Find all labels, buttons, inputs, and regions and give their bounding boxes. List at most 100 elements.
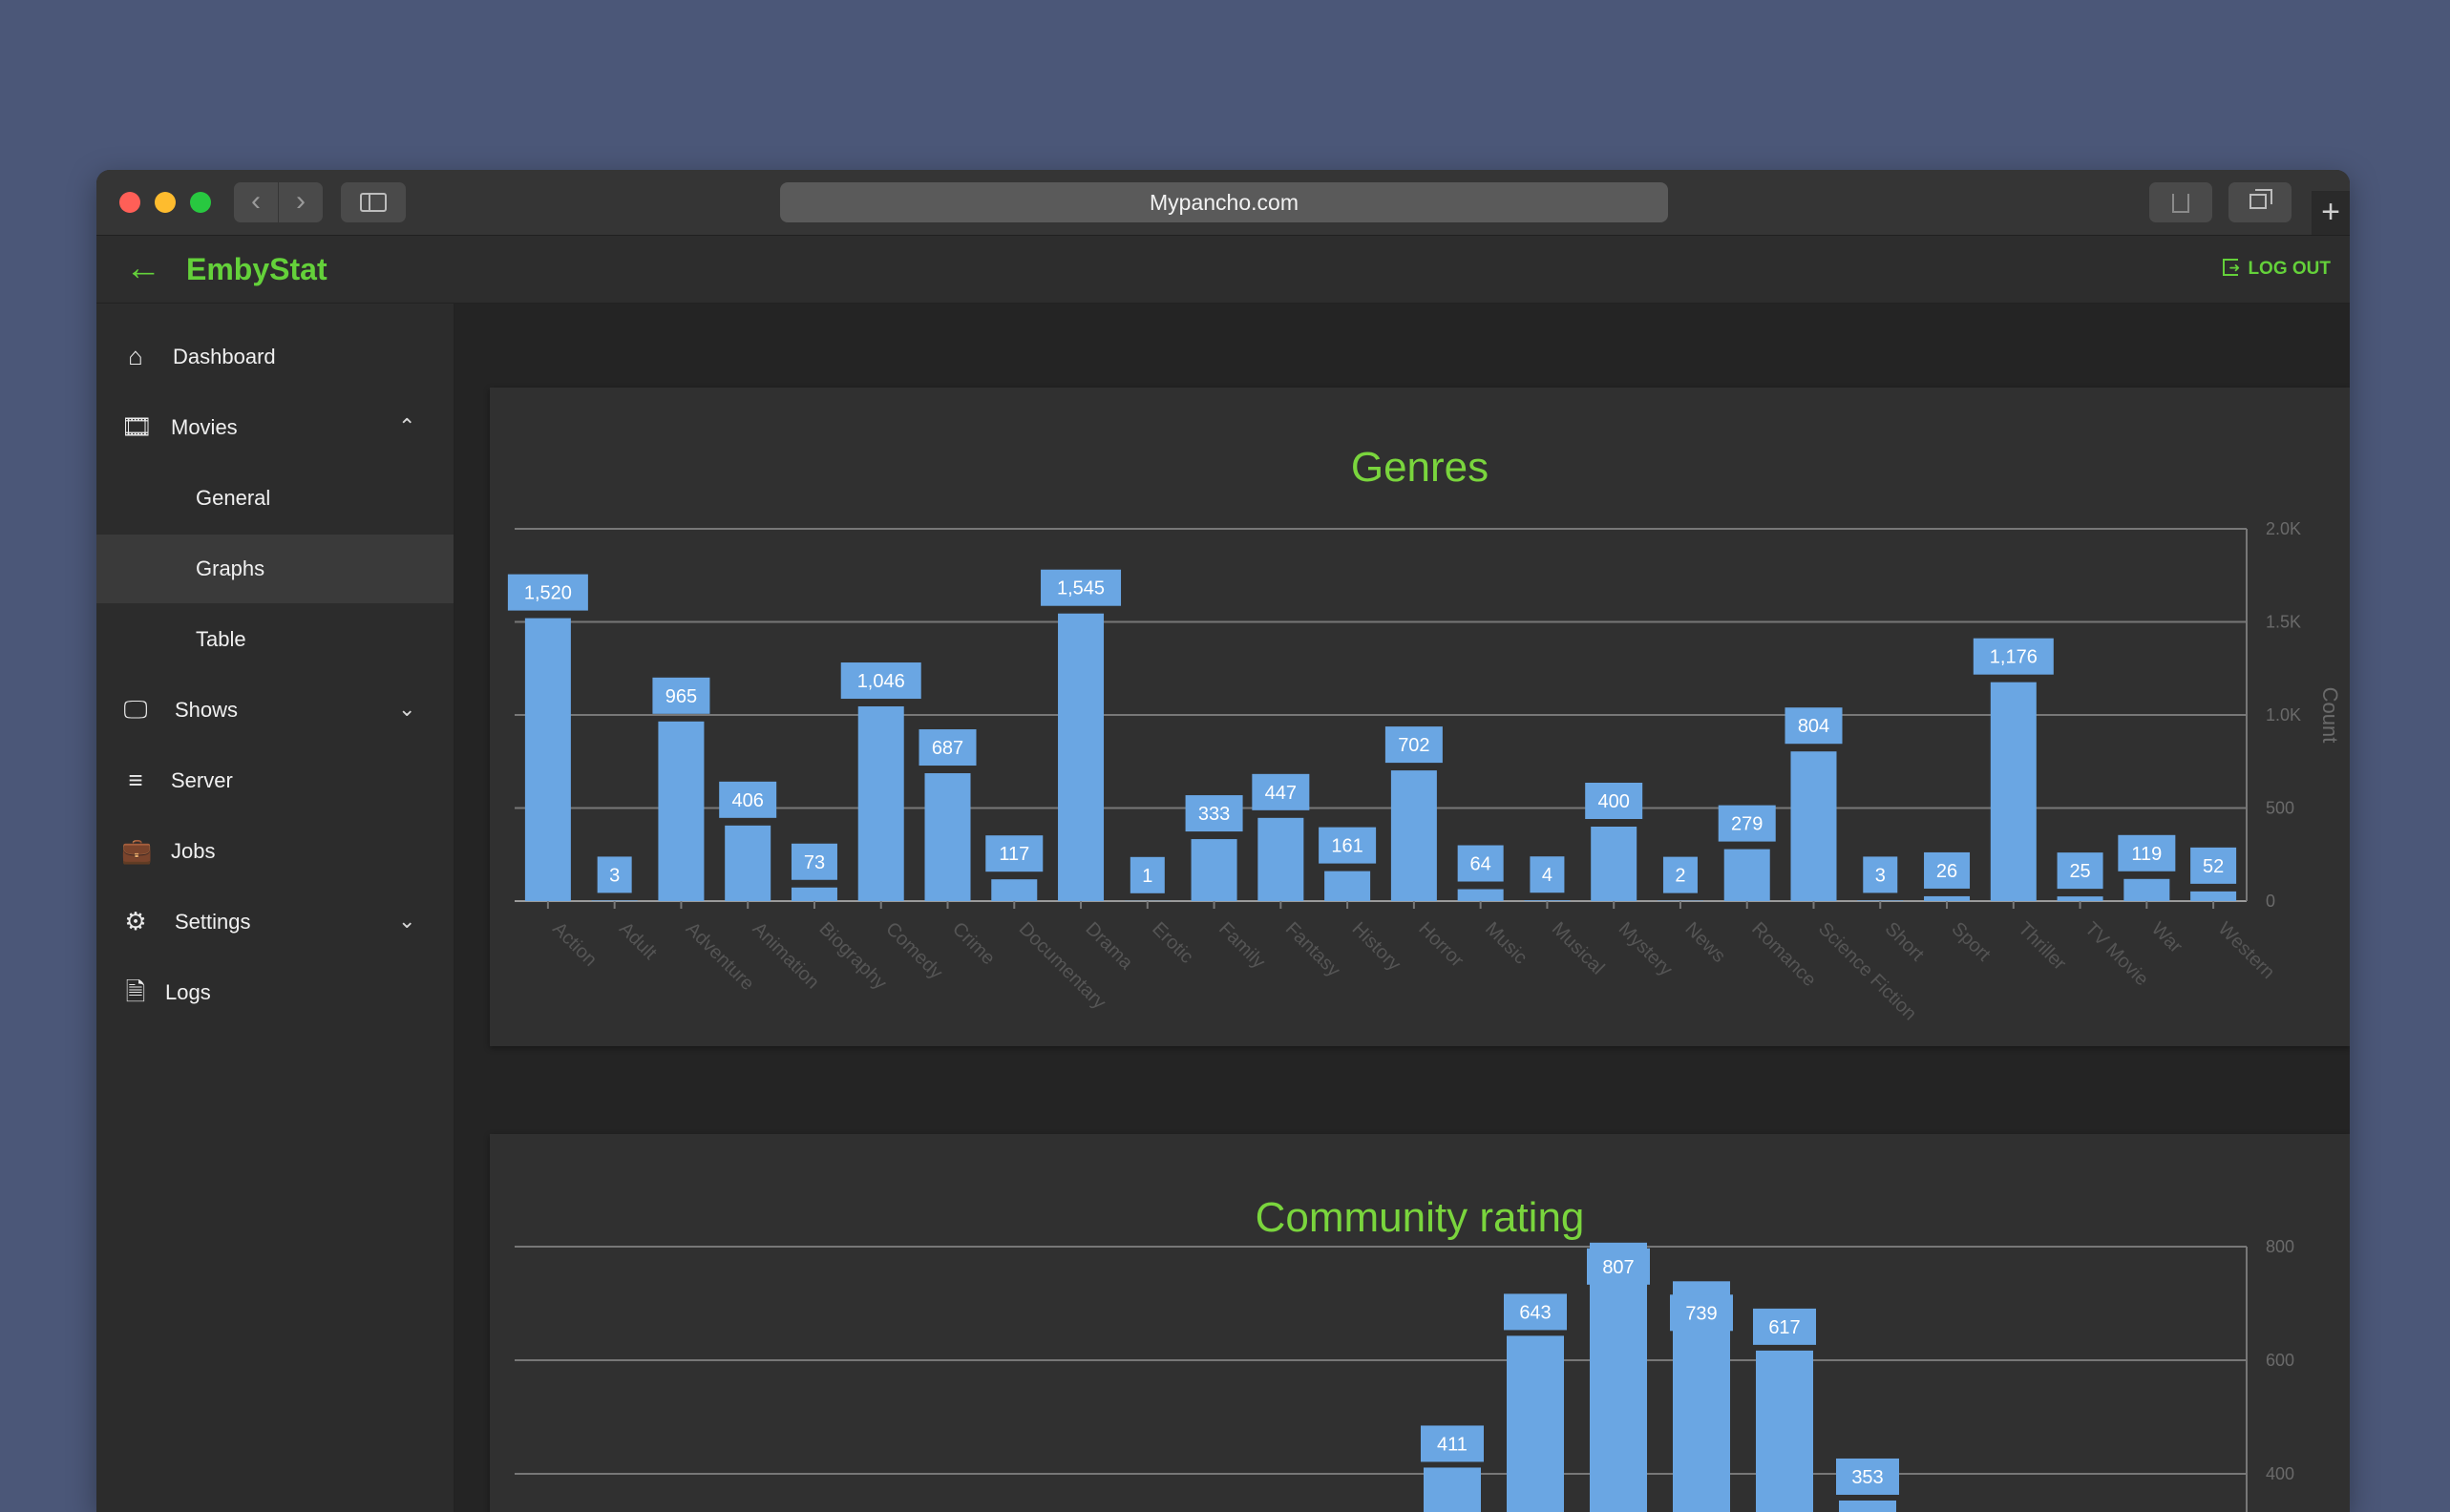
minimize-window-button[interactable] bbox=[155, 192, 176, 213]
file-icon: 🗎 bbox=[125, 977, 146, 1006]
community-rating-chart: 400600800Cou411643807739617353 bbox=[515, 1237, 2294, 1512]
data-label-box bbox=[1924, 851, 1971, 889]
app-title: EmbyStat bbox=[186, 252, 327, 286]
gears-icon: ⚙ bbox=[124, 907, 147, 935]
bar bbox=[1257, 817, 1304, 901]
x-tick-label: Romance bbox=[1747, 918, 1820, 991]
data-label-box bbox=[1319, 827, 1377, 864]
briefcase-icon: 💼 bbox=[121, 836, 153, 865]
x-tick-label: Western bbox=[2214, 918, 2279, 983]
data-label: 3 bbox=[1875, 865, 1886, 886]
bar bbox=[1507, 1335, 1564, 1512]
data-label-box bbox=[919, 729, 977, 766]
close-window-button[interactable] bbox=[119, 192, 140, 213]
x-tick-label: Thriller bbox=[2014, 918, 2070, 975]
y-tick-label: 500 bbox=[2266, 799, 2294, 818]
browser-titlebar: ‹ › Mypancho.com + bbox=[96, 170, 2350, 236]
data-label: 1,545 bbox=[1057, 578, 1105, 599]
bar bbox=[857, 706, 904, 901]
data-label-box bbox=[1785, 707, 1843, 745]
data-label-box bbox=[1457, 845, 1504, 882]
address-bar[interactable]: Mypancho.com bbox=[780, 182, 1668, 222]
main-content: Genres 0 500 1.0K 1.5K 2.0K Count 1,520 Action 3… bbox=[455, 304, 2350, 1512]
browser-forward-button[interactable]: › bbox=[279, 182, 323, 222]
bar bbox=[1457, 889, 1504, 901]
x-tick-label: Short bbox=[1881, 918, 1929, 966]
data-label: 4 bbox=[1542, 865, 1552, 886]
new-tab-button[interactable]: + bbox=[2312, 191, 2350, 235]
data-label: 279 bbox=[1731, 814, 1763, 835]
sidebar-item-graphs[interactable]: Graphs bbox=[96, 535, 454, 603]
logout-icon bbox=[2223, 255, 2240, 280]
x-tick-label: Fantasy bbox=[1281, 918, 1344, 981]
logout-button[interactable]: LOG OUT bbox=[2223, 255, 2331, 282]
y-tick-label: 0 bbox=[2266, 892, 2275, 911]
data-label: 687 bbox=[932, 738, 963, 759]
data-label-box bbox=[1041, 569, 1122, 606]
chevron-right-icon: › bbox=[296, 185, 306, 217]
bar bbox=[524, 618, 571, 901]
sidebar-item-dashboard[interactable]: ⌂ Dashboard bbox=[96, 323, 454, 391]
data-label-box bbox=[1530, 856, 1565, 893]
sidebar-item-general[interactable]: General bbox=[96, 464, 454, 533]
x-tick-label: History bbox=[1348, 918, 1405, 976]
sidebar-item-table[interactable]: Table bbox=[96, 605, 454, 674]
sidebar-item-server[interactable]: ≡ Server bbox=[96, 746, 454, 815]
x-tick-label: Horror bbox=[1414, 918, 1468, 972]
data-label-box bbox=[1973, 638, 2054, 675]
bar bbox=[1590, 1242, 1647, 1512]
sidebar-item-shows[interactable]: 🖵 Shows ⌄ bbox=[96, 676, 454, 745]
sidebar-item-logs[interactable]: 🗎 Logs bbox=[96, 958, 454, 1027]
bar bbox=[991, 879, 1038, 901]
x-tick-label: Action bbox=[548, 918, 601, 971]
bar bbox=[924, 773, 971, 901]
community-rating-chart-card: Community rating 400600800Cou41164380773… bbox=[490, 1134, 2350, 1512]
bar bbox=[591, 900, 638, 901]
data-label: 119 bbox=[2131, 844, 2162, 865]
x-tick-label: War bbox=[2147, 918, 2186, 957]
sidebar-item-label: Dashboard bbox=[173, 345, 276, 368]
data-label-box bbox=[1718, 805, 1776, 842]
sidebar-item-label: Movies bbox=[171, 415, 238, 439]
data-label-box bbox=[597, 856, 632, 893]
zoom-window-button[interactable] bbox=[190, 192, 211, 213]
sidebar-item-label: Jobs bbox=[171, 839, 216, 863]
y-tick-label: 600 bbox=[2266, 1351, 2294, 1370]
data-label: 1,520 bbox=[524, 583, 572, 604]
x-tick-label: Adult bbox=[615, 918, 661, 964]
film-icon: 🎞 bbox=[121, 412, 154, 441]
monitor-icon: 🖵 bbox=[123, 695, 148, 724]
data-label: 447 bbox=[1265, 783, 1297, 804]
sidebar-item-movies[interactable]: 🎞 Movies ⌃ bbox=[96, 393, 454, 462]
data-label-box bbox=[507, 574, 588, 611]
sidebar-item-label: General bbox=[196, 486, 271, 510]
logout-label: LOG OUT bbox=[2248, 259, 2331, 279]
sidebar-item-jobs[interactable]: 💼 Jobs bbox=[96, 817, 454, 886]
x-tick-label: Crime bbox=[948, 918, 999, 969]
data-label: 643 bbox=[1519, 1302, 1551, 1323]
chevron-down-icon: ⌄ bbox=[398, 909, 416, 933]
sidebar-item-label: Logs bbox=[165, 980, 211, 1004]
sidebar-item-settings[interactable]: ⚙ Settings ⌄ bbox=[96, 888, 454, 956]
data-label-box bbox=[985, 835, 1044, 872]
data-label-box bbox=[1252, 773, 1310, 810]
back-arrow-icon[interactable]: ← bbox=[125, 248, 161, 288]
share-button[interactable] bbox=[2149, 182, 2212, 222]
show-tabs-button[interactable] bbox=[2228, 182, 2292, 222]
data-label-box bbox=[1130, 856, 1165, 893]
bar bbox=[1424, 1467, 1481, 1512]
bar bbox=[1790, 751, 1837, 901]
data-label: 353 bbox=[1851, 1467, 1883, 1488]
toggle-sidebar-button[interactable] bbox=[341, 182, 406, 222]
data-label-box bbox=[1421, 1425, 1484, 1462]
bar bbox=[1756, 1350, 1813, 1512]
data-label-box bbox=[1863, 856, 1898, 893]
bar bbox=[791, 887, 837, 901]
data-label: 804 bbox=[1798, 716, 1829, 737]
browser-back-button[interactable]: ‹ bbox=[234, 182, 278, 222]
bar bbox=[1524, 900, 1571, 901]
data-label: 1,176 bbox=[1990, 647, 2038, 668]
data-label-box bbox=[1587, 1248, 1650, 1285]
data-label: 400 bbox=[1598, 791, 1630, 812]
share-icon bbox=[2172, 194, 2189, 213]
